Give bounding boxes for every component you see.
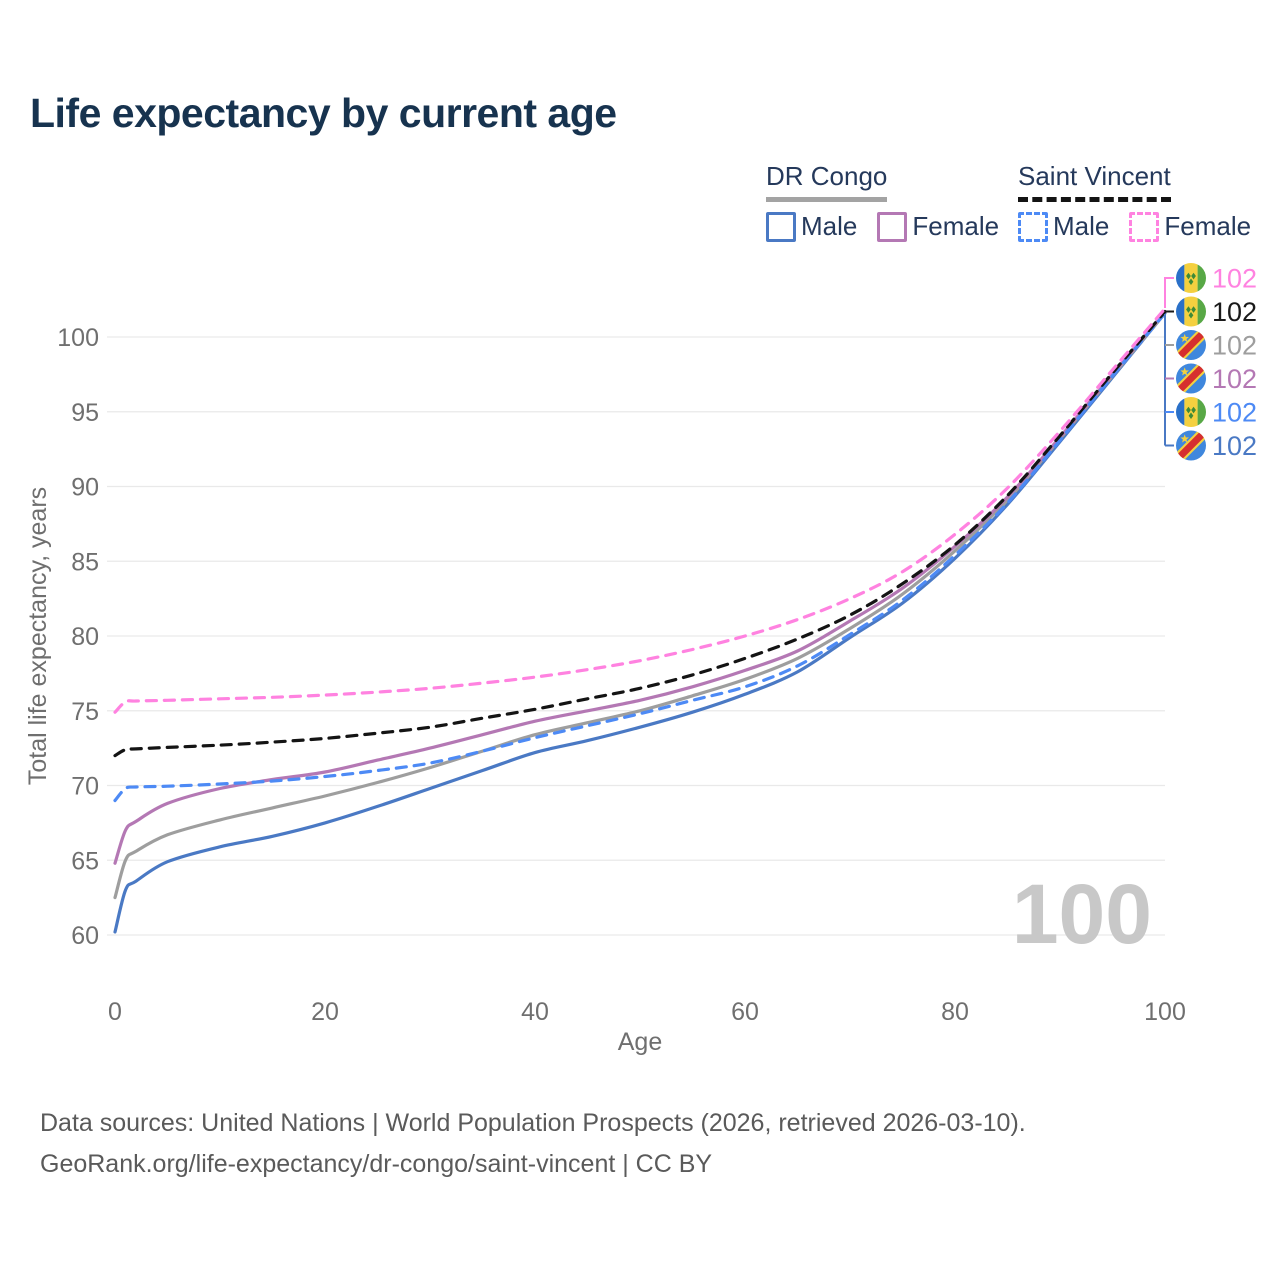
flag-band-blue [1176,263,1185,293]
flag-band-blue [1176,296,1185,327]
y-tick-label: 75 [71,698,99,726]
end-label-value: 102 [1212,297,1257,327]
legend-swatch-icon-saint-vincent-male [1018,211,1048,242]
series-line-saint-vincent-both-sexes [113,310,1167,758]
x-axis-tick-labels: 0 20 40 60 80 100 [108,998,1186,1026]
legend-item-label: Female [912,211,1000,241]
legend-group-title-dr-congo: DR Congo [766,161,888,202]
saint-vincent-flag-icon [1176,397,1206,427]
end-label-connectors [1164,277,1174,447]
y-axis-title: Total life expectancy, years [24,487,52,785]
legend-item-dr-congo-male: Male [766,211,857,242]
flag-band-green [1197,296,1206,327]
legend-group-dr-congo: DR Congo Male Female [766,161,999,242]
legend-swatch-icon-saint-vincent-female [1129,211,1160,242]
attribution-footer: Data sources: United Nations | World Pop… [40,1103,1026,1185]
x-axis-title: Age [618,1028,662,1056]
flag-star [1180,333,1189,342]
flag-band-green [1197,397,1206,427]
legend-swatch-icon-dr-congo-male [766,211,796,242]
end-label-value: 102 [1212,431,1257,461]
end-label-row-dr-congo-female: 102 [1176,363,1257,394]
flag-diamond [1186,272,1191,280]
end-label-value: 102 [1212,364,1257,394]
data-sources-line: Data sources: United Nations | World Pop… [40,1109,1026,1137]
flag-diamond [1188,278,1194,286]
gridlines [107,336,1165,936]
x-tick-label: 80 [941,998,969,1026]
y-tick-label: 65 [71,847,99,875]
flag-diamond [1188,311,1194,319]
end-label-value: 102 [1212,331,1257,361]
flag-diamond [1191,406,1196,414]
y-tick-label: 70 [71,773,99,801]
flag-star [1180,367,1189,376]
x-tick-label: 20 [311,998,339,1026]
legend-item-dr-congo-female: Female [877,211,999,242]
connector-sv-female [1164,277,1174,308]
legend-group-saint-vincent: Saint Vincent Male Female [1018,161,1251,242]
x-tick-label: 100 [1144,998,1186,1026]
dr-congo-flag-icon [1176,430,1206,461]
series-line-dr-congo-both-sexes [113,311,1167,900]
watermark-age-counter: 100 [1012,867,1152,961]
legend-item-label: Female [1164,211,1252,241]
flag-band-blue [1176,397,1185,427]
dr-congo-flag-icon [1176,363,1206,394]
legend-item-saint-vincent-male: Male [1018,211,1109,242]
y-tick-label: 80 [71,623,99,651]
end-label-row-saint-vincent-both-sexes: 102 [1176,296,1257,327]
end-label-row-saint-vincent-female: 102 [1176,263,1257,294]
page-title: Life expectancy by current age [30,90,617,136]
legend-swatch-icon-dr-congo-female [877,211,908,242]
end-label-value: 102 [1212,264,1257,294]
flag-band-yellow [1184,263,1198,293]
series-line-dr-congo-male [113,311,1167,934]
series-lines [113,307,1167,934]
y-tick-label: 90 [71,474,99,502]
flag-band-yellow [1184,397,1198,427]
flag-diamond [1191,272,1196,280]
flag-diamond [1186,406,1191,414]
series-line-saint-vincent-female [113,307,1167,714]
x-tick-label: 40 [521,998,549,1026]
end-label-row-dr-congo-both-sexes: 102 [1176,330,1257,361]
dr-congo-flag-icon [1176,330,1206,360]
saint-vincent-flag-icon [1176,263,1206,293]
saint-vincent-flag-icon [1176,296,1206,327]
flag-band-yellow [1184,296,1198,327]
x-tick-label: 60 [731,998,759,1026]
y-axis-tick-labels: 60 65 70 75 80 85 90 95 100 [57,324,99,950]
flag-diamond [1188,412,1194,420]
end-label-row-dr-congo-male: 102 [1176,430,1257,461]
series-line-saint-vincent-male [113,311,1167,803]
y-tick-label: 60 [71,922,99,950]
y-tick-label: 95 [71,399,99,427]
legend-item-saint-vincent-female: Female [1129,211,1251,242]
x-tick-label: 0 [108,998,122,1026]
y-tick-label: 100 [57,324,99,352]
flag-diamond [1191,306,1196,313]
flag-band-green [1197,263,1206,293]
source-url-line: GeoRank.org/life-expectancy/dr-congo/sai… [40,1150,713,1178]
legend-item-label: Male [801,211,858,241]
flag-star [1180,434,1189,443]
flag-diamond [1186,306,1191,313]
end-label-row-saint-vincent-male: 102 [1176,397,1257,428]
y-tick-label: 85 [71,548,99,576]
legend-group-title-saint-vincent: Saint Vincent [1018,161,1171,202]
legend-item-label: Male [1053,211,1110,241]
end-label-value: 102 [1212,398,1257,428]
